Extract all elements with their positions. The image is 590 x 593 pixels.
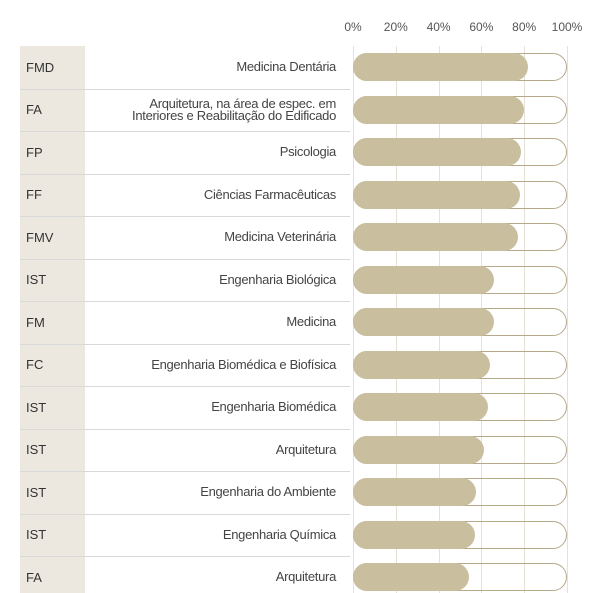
x-tick-label: 0% bbox=[344, 20, 362, 34]
code-cell: IST bbox=[20, 428, 85, 471]
code-cell: IST bbox=[20, 386, 85, 429]
grid-line bbox=[567, 46, 568, 593]
bar bbox=[353, 350, 490, 379]
category-label: Arquitetura bbox=[275, 569, 337, 585]
code-cell: IST bbox=[20, 258, 85, 301]
bar bbox=[353, 95, 525, 124]
row-separator bbox=[20, 88, 350, 90]
x-tick-label: 40% bbox=[426, 20, 451, 34]
row-separator bbox=[20, 258, 350, 260]
code-cell: FMV bbox=[20, 216, 85, 259]
bar bbox=[353, 520, 475, 549]
bar bbox=[353, 478, 477, 507]
bar bbox=[353, 223, 518, 252]
category-label: Medicina Dentária bbox=[236, 59, 336, 75]
code-cell: FF bbox=[20, 173, 85, 216]
code-cell: FC bbox=[20, 343, 85, 386]
x-tick-label: 100% bbox=[551, 20, 583, 34]
code-cell: FMD bbox=[20, 46, 85, 89]
code-cell: FA bbox=[20, 556, 85, 593]
bar bbox=[353, 53, 529, 82]
code-cell: FM bbox=[20, 301, 85, 344]
category-label: Engenharia Biológica bbox=[219, 271, 336, 287]
row-separator bbox=[20, 216, 350, 217]
row-separator bbox=[20, 301, 350, 302]
category-label: Engenharia Biomédica e Biofísica bbox=[151, 356, 336, 372]
category-label: Ciências Farmacêuticas bbox=[203, 186, 336, 202]
bar bbox=[353, 308, 495, 337]
row-separator bbox=[20, 343, 350, 345]
x-tick-label: 80% bbox=[512, 20, 537, 34]
row-separator bbox=[20, 173, 350, 175]
bar bbox=[353, 563, 469, 592]
row-separator bbox=[20, 428, 350, 430]
bar bbox=[353, 265, 495, 294]
bar bbox=[353, 138, 521, 167]
bar bbox=[353, 393, 488, 422]
row-separator bbox=[20, 556, 350, 557]
code-cell: FA bbox=[20, 88, 85, 131]
category-label: Engenharia Biomédica bbox=[211, 399, 336, 415]
category-label: Medicina bbox=[286, 314, 336, 330]
category-label: Arquitetura, na área de espec. em Interi… bbox=[132, 95, 336, 123]
category-label: Psicologia bbox=[279, 144, 337, 160]
x-tick-label: 20% bbox=[383, 20, 408, 34]
row-separator bbox=[20, 386, 350, 387]
bar bbox=[353, 180, 520, 209]
row-separator bbox=[20, 471, 350, 472]
category-label: Engenharia do Ambiente bbox=[200, 484, 336, 500]
code-cell: IST bbox=[20, 471, 85, 514]
bar bbox=[353, 435, 484, 464]
x-tick-label: 60% bbox=[469, 20, 494, 34]
grid-line bbox=[524, 46, 526, 593]
row-separator bbox=[20, 131, 350, 132]
category-label: Engenharia Química bbox=[222, 526, 336, 542]
code-cell: IST bbox=[20, 513, 85, 556]
category-label: Medicina Veterinária bbox=[224, 229, 336, 245]
row-separator bbox=[20, 513, 350, 515]
category-label: Arquitetura bbox=[275, 441, 337, 457]
code-cell: FP bbox=[20, 131, 85, 174]
